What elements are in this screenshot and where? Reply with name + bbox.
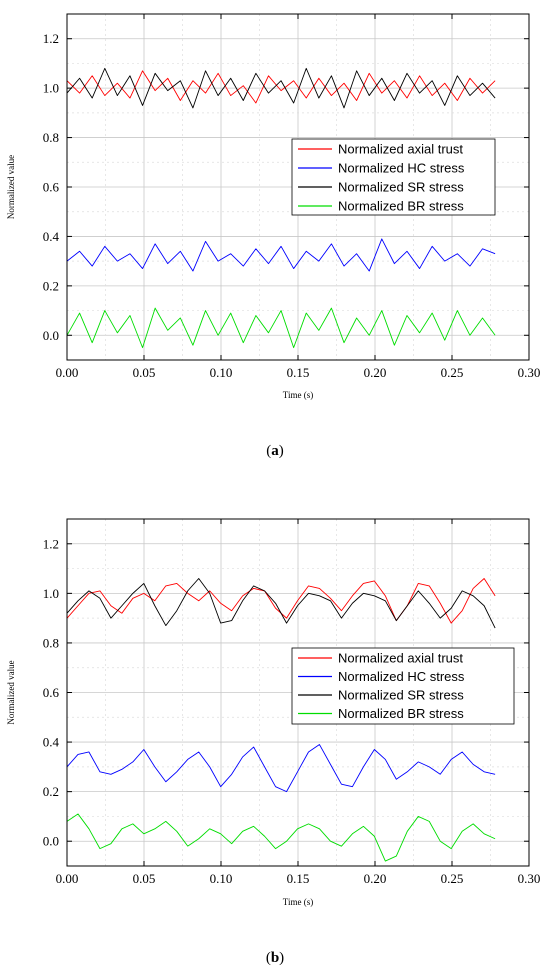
legend: Normalized axial trust Normalized HC stre…: [291, 647, 515, 725]
panel-caption-a: (a): [266, 443, 284, 459]
x-tick-label-4: 0.20: [364, 871, 387, 886]
y-axis-label: Normalized value: [6, 155, 16, 219]
y-tick-label-4: 0.8: [43, 635, 59, 650]
x-tick-label-3: 0.15: [287, 365, 310, 380]
legend-label-3: Normalized SR stress: [338, 180, 464, 195]
x-tick-label-0: 0.00: [56, 365, 79, 380]
y-tick-label-6: 1.2: [43, 31, 59, 46]
legend-label-2: Normalized HC stress: [338, 669, 465, 684]
legend-label-1: Normalized axial trust: [338, 651, 463, 666]
x-tick-label-4: 0.20: [364, 365, 387, 380]
y-tick-label-0: 0.0: [43, 834, 59, 849]
caption-letter: b: [271, 950, 279, 966]
chart-panel-b: 0.00 0.05 0.10 0.15 0.20 0.25 0.30 0.0 0.2 0.4 0.6…: [6, 518, 541, 966]
x-tick-label-0: 0.00: [56, 871, 79, 886]
y-tick-label-6: 1.2: [43, 536, 59, 551]
legend-label-2: Normalized HC stress: [338, 161, 465, 176]
series-line-3: [66, 67, 496, 109]
y-tick-label-3: 0.6: [43, 685, 60, 700]
series-line-2: [66, 238, 496, 272]
x-tick-label-6: 0.30: [518, 365, 541, 380]
y-tick-label-3: 0.6: [43, 180, 60, 195]
x-axis-label: Time (s): [283, 390, 313, 400]
y-tick-label-4: 0.8: [43, 130, 59, 145]
legend-label-4: Normalized BR stress: [338, 706, 464, 721]
y-tick-label-1: 0.2: [43, 784, 59, 799]
series-line-4: [66, 307, 496, 349]
x-tick-label-2: 0.10: [210, 365, 233, 380]
y-tick-label-5: 1.0: [43, 81, 59, 96]
y-tick-label-5: 1.0: [43, 586, 59, 601]
y-tick-label-1: 0.2: [43, 278, 59, 293]
legend-label-1: Normalized axial trust: [338, 142, 463, 157]
x-tick-label-6: 0.30: [518, 871, 541, 886]
legend-box: [291, 138, 496, 216]
y-tick-label-0: 0.0: [43, 328, 59, 343]
x-tick-label-2: 0.10: [210, 871, 233, 886]
x-tick-label-5: 0.25: [441, 365, 464, 380]
x-tick-label-5: 0.25: [441, 871, 464, 886]
panel-caption-b: (b): [266, 950, 284, 966]
x-tick-label-1: 0.05: [133, 871, 156, 886]
series-line-1: [66, 70, 496, 104]
caption-open: (: [266, 950, 271, 966]
series-line-3: [66, 578, 496, 629]
chart-panel-a: 0.00 0.05 0.10 0.15 0.20 0.25 0.30 0.0 0.2 0.4 0.6…: [6, 13, 541, 459]
y-axis-label: Normalized value: [6, 660, 16, 724]
gridlines: [67, 519, 529, 866]
caption-letter: a: [271, 443, 279, 459]
y-tick-label-2: 0.4: [43, 735, 60, 750]
caption-close: ): [279, 443, 284, 459]
series-line-4: [66, 813, 496, 862]
caption-close: ): [279, 950, 284, 966]
legend-label-3: Normalized SR stress: [338, 688, 464, 703]
legend-label-4: Normalized BR stress: [338, 199, 464, 214]
x-tick-label-1: 0.05: [133, 365, 156, 380]
x-axis-label: Time (s): [283, 897, 313, 907]
x-tick-label-3: 0.15: [287, 871, 310, 886]
legend: Normalized axial trust Normalized HC stre…: [291, 138, 496, 216]
caption-open: (: [266, 443, 271, 459]
legend-box: [291, 647, 515, 725]
y-tick-label-2: 0.4: [43, 229, 60, 244]
series-line-2: [66, 744, 496, 793]
